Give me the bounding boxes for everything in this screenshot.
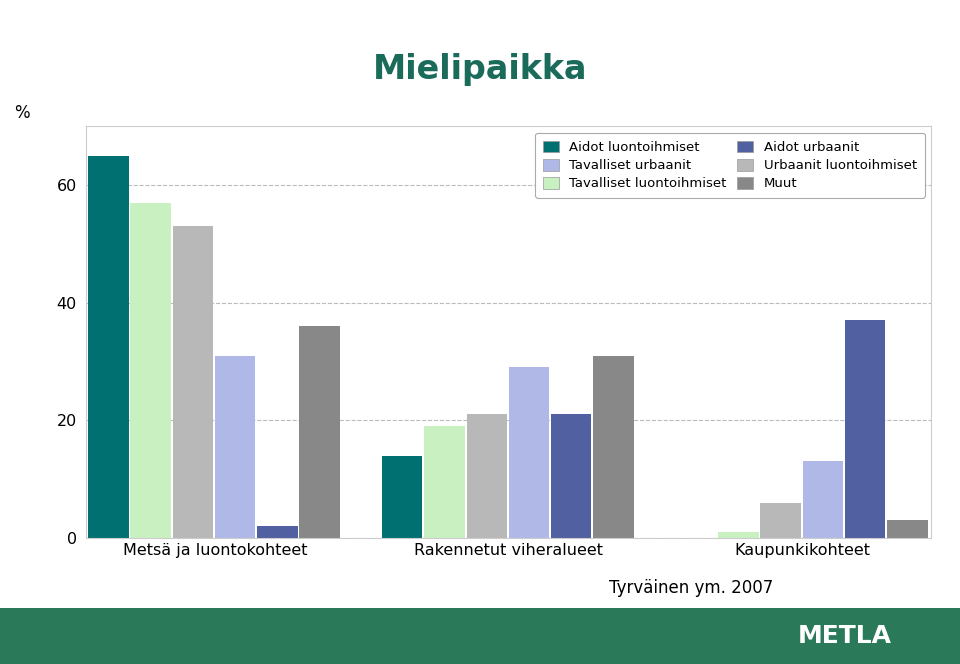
Bar xyxy=(215,355,255,538)
Bar xyxy=(257,526,298,538)
Bar xyxy=(593,355,634,538)
Bar xyxy=(509,367,549,538)
Text: %: % xyxy=(14,104,30,122)
Bar xyxy=(551,414,591,538)
Bar xyxy=(887,520,927,538)
Legend: Aidot luontoihmiset, Tavalliset urbaanit, Tavalliset luontoihmiset, Aidot urbaan: Aidot luontoihmiset, Tavalliset urbaanit… xyxy=(535,133,924,198)
Bar xyxy=(467,414,507,538)
Text: METLA: METLA xyxy=(798,623,892,648)
Bar xyxy=(300,326,340,538)
Bar xyxy=(88,155,129,538)
Bar xyxy=(173,226,213,538)
Bar xyxy=(131,203,171,538)
Bar xyxy=(845,320,885,538)
Bar xyxy=(803,461,843,538)
Bar xyxy=(424,426,465,538)
Bar xyxy=(718,532,758,538)
Bar xyxy=(382,456,422,538)
Bar xyxy=(760,503,801,538)
Text: Tyrväinen ym. 2007: Tyrväinen ym. 2007 xyxy=(609,578,774,597)
Text: Mielipaikka: Mielipaikka xyxy=(372,53,588,86)
